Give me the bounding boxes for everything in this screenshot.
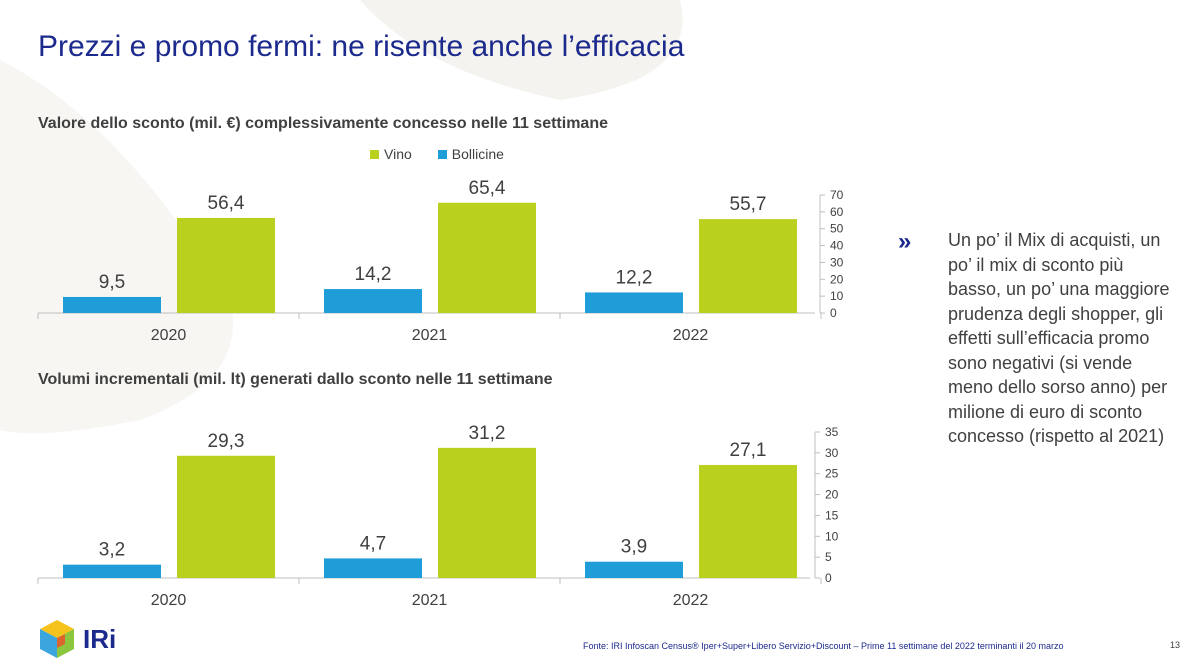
data-label-vino-2020: 29,3 — [208, 431, 245, 452]
category-label-2020: 2020 — [151, 327, 187, 344]
y-tick-label: 25 — [825, 467, 839, 481]
data-label-bollicine-2021: 14,2 — [355, 264, 392, 285]
y-tick-label: 5 — [825, 550, 832, 564]
category-label-2021: 2021 — [412, 592, 448, 609]
source-footnote: Fonte: IRI Infoscan Census® Iper+Super+L… — [583, 641, 1064, 651]
chart-title-volumi: Volumi incrementali (mil. lt) generati d… — [38, 371, 553, 388]
y-tick-label: 0 — [825, 571, 832, 585]
y-tick-label: 15 — [825, 508, 839, 522]
data-label-bollicine-2020: 9,5 — [99, 272, 125, 293]
bar-bollicine-2021 — [324, 289, 422, 313]
y-tick-label: 10 — [830, 289, 844, 303]
data-label-bollicine-2021: 4,7 — [360, 533, 386, 554]
data-label-vino-2021: 31,2 — [469, 423, 506, 444]
y-tick-label: 20 — [825, 488, 839, 502]
bar-bollicine-2022 — [585, 561, 683, 578]
data-label-vino-2020: 56,4 — [208, 193, 245, 214]
category-label-2020: 2020 — [151, 592, 187, 609]
legend-swatch-bollicine — [437, 149, 447, 159]
chart-volumi: 0 5 10 15 20 25 30 35 3,2 29,3 2020 4,7 31,2 2021 3,9 2… — [37, 423, 839, 609]
y-tick-label: 20 — [830, 272, 844, 286]
bar-bollicine-2020 — [63, 296, 161, 313]
data-label-bollicine-2020: 3,2 — [99, 540, 125, 561]
data-label-vino-2022: 27,1 — [730, 440, 767, 461]
data-label-vino-2021: 65,4 — [469, 178, 506, 199]
y-tick-label: 50 — [830, 222, 844, 236]
bar-vino-2020 — [177, 455, 275, 578]
y-tick-label: 30 — [825, 446, 839, 460]
chart-title-sconto: Valore dello sconto (mil. €) complessiva… — [38, 115, 608, 132]
y-tick-label: 35 — [825, 425, 839, 439]
bar-bollicine-2022 — [585, 292, 683, 313]
side-commentary: Un po’ il Mix di acquisti, un po’ il mix… — [948, 230, 1170, 446]
bar-bollicine-2020 — [63, 564, 161, 578]
legend-item-bollicine: Bollicine — [437, 146, 504, 162]
chevron-right-icon: » — [898, 228, 912, 255]
iri-logo: IRi — [37, 618, 116, 660]
category-label-2022: 2022 — [673, 592, 709, 609]
page-title: Prezzi e promo fermi: ne risente anche l… — [38, 30, 685, 63]
y-tick-label: 0 — [830, 306, 837, 320]
y-tick-label: 60 — [830, 205, 844, 219]
bar-vino-2021 — [438, 202, 536, 313]
y-tick-label: 10 — [825, 529, 839, 543]
data-label-bollicine-2022: 12,2 — [616, 267, 653, 288]
iri-logo-icon — [40, 620, 74, 658]
y-tick-label: 70 — [830, 188, 844, 202]
bar-vino-2022 — [699, 464, 797, 578]
chart-legend: Vino Bollicine — [370, 146, 504, 162]
y-tick-label: 30 — [830, 255, 844, 269]
legend-label-vino: Vino — [384, 146, 412, 162]
legend-label-bollicine: Bollicine — [451, 146, 504, 162]
category-label-2021: 2021 — [412, 327, 448, 344]
y-tick-label: 40 — [830, 239, 844, 253]
bar-vino-2022 — [699, 219, 797, 313]
bar-vino-2020 — [177, 217, 275, 313]
data-label-vino-2022: 55,7 — [730, 194, 767, 215]
iri-logo-text: IRi — [83, 623, 117, 654]
bar-bollicine-2021 — [324, 558, 422, 578]
page-number: 13 — [1170, 640, 1181, 650]
data-label-bollicine-2022: 3,9 — [621, 537, 647, 558]
legend-item-vino: Vino — [370, 146, 412, 162]
bar-vino-2021 — [438, 447, 536, 578]
chart-sconto: 0 10 20 30 40 50 60 70 9,5 56,4 2020 14,2 65,4 2021 12… — [37, 178, 844, 344]
category-label-2022: 2022 — [673, 327, 709, 344]
legend-swatch-vino — [370, 149, 379, 159]
